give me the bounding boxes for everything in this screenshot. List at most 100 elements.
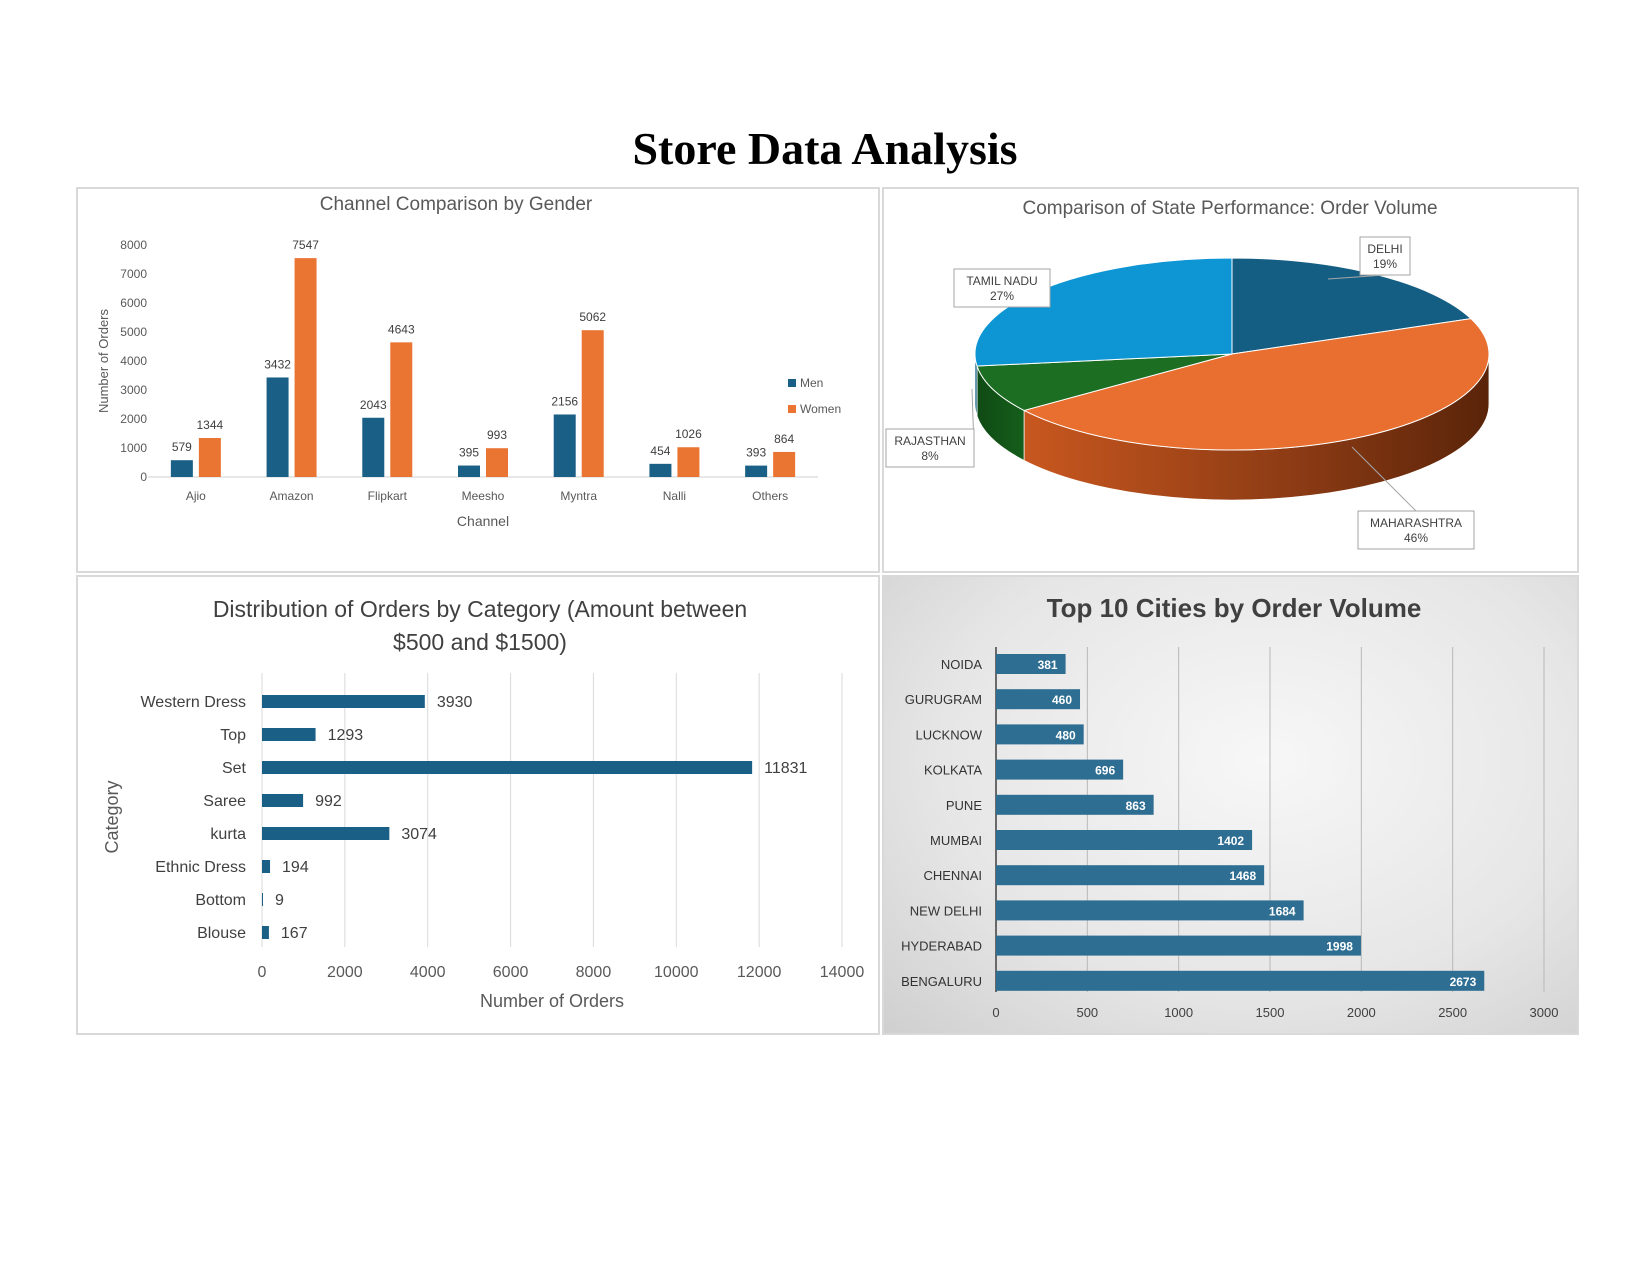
x-tick-label: 0 [258,964,267,981]
x-tick-label: 6000 [493,964,529,981]
y-tick-label: 6000 [120,296,147,310]
data-label: 194 [282,859,309,876]
data-label: 4643 [388,322,415,336]
x-tick-label: Myntra [560,489,597,503]
y-tick-label: 3000 [120,383,147,397]
y-tick-label: NOIDA [941,657,983,672]
y-tick-label: 1000 [120,441,147,455]
cities-bar-chart: Top 10 Cities by Order Volume 0 500 1000 150… [901,593,1559,1020]
data-label: 5062 [579,310,606,324]
chart-title: Top 10 Cities by Order Volume [1047,593,1422,623]
city-bar [996,654,1066,674]
category-bar [262,794,304,807]
city-bar [996,830,1253,850]
slice-label: MAHARASHTRA [1370,516,1462,530]
y-tick-label: Western Dress [140,694,246,711]
x-tick-label: 2000 [327,964,363,981]
data-label: 993 [487,428,507,442]
category-bar-chart-panel: Distribution of Orders by Category (Amou… [76,575,880,1035]
y-tick-label: HYDERABAD [901,939,982,954]
city-bar [996,935,1361,956]
x-tick-label: 3000 [1530,1005,1559,1020]
data-label: 1026 [675,427,702,441]
y-tick-label: NEW DELHI [910,903,982,918]
slice-label: TAMIL NADU [966,274,1037,288]
y-tick-label: GURUGRAM [905,692,982,707]
chart-title-line: $500 and $1500) [393,629,567,655]
city-bar [996,794,1154,815]
data-label: 454 [650,444,670,458]
category-bar-chart: Distribution of Orders by Category (Amou… [102,596,864,1011]
chart-title: Comparison of State Performance: Order V… [1022,198,1437,219]
x-tick-label: Flipkart [368,489,408,503]
bar-women [390,342,413,477]
bar-men [170,460,193,477]
city-bar [996,970,1485,991]
x-tick-label: Ajio [186,489,206,503]
x-tick-label: 1500 [1256,1005,1285,1020]
channel-gender-chart-panel: Channel Comparison by Gender 0 1000 2000 300… [76,187,880,573]
city-bar [996,724,1084,745]
legend-swatch [788,379,796,387]
x-axis-label: Number of Orders [480,991,624,1011]
x-tick-label: 4000 [410,964,446,981]
x-tick-label: 10000 [654,964,699,981]
x-tick-label: 500 [1076,1005,1098,1020]
bar-men [745,465,768,477]
legend-swatch [788,405,796,413]
data-label: 992 [315,793,342,810]
chart-title-line: Distribution of Orders by Category (Amou… [213,596,747,622]
category-bar [262,827,390,840]
legend-entry: Men [800,376,823,390]
page-title: Store Data Analysis [632,123,1018,174]
slice-percent: 19% [1373,257,1397,271]
x-tick-label: Nalli [663,489,686,503]
callout-box [885,428,975,468]
data-label: 2043 [360,398,387,412]
x-tick-label: 2000 [1347,1005,1376,1020]
x-tick-label: 8000 [576,964,612,981]
data-label: 696 [1095,764,1115,778]
x-tick-label: Others [752,489,788,503]
x-tick-label: 1000 [1164,1005,1193,1020]
category-bar [262,695,425,708]
y-axis-label: Category [102,780,122,853]
bar-women [486,448,508,477]
bar-women [198,438,221,477]
data-label: 1344 [197,418,224,432]
data-label: 2156 [551,394,578,408]
y-tick-label: 2000 [120,412,147,426]
bar-men [649,463,672,477]
slice-percent: 46% [1404,531,1428,545]
category-bar [262,860,271,873]
bar-men [362,417,385,477]
data-label: 3930 [437,694,473,711]
y-tick-label: Top [220,727,246,744]
x-tick-label: 12000 [737,964,782,981]
y-tick-label: 4000 [120,354,147,368]
callout-leader [1327,274,1386,280]
data-label: 393 [746,446,766,460]
data-label: 1468 [1229,869,1256,883]
data-label: 1998 [1326,940,1353,954]
city-bar [996,900,1304,921]
callout-box [1357,510,1475,550]
x-tick-label: Meesho [462,489,505,503]
bar-women [773,451,796,477]
y-tick-label: PUNE [946,798,982,813]
state-pie-chart-panel: Comparison of State Performance: Order V… [882,187,1579,573]
bar-women [294,258,317,477]
cities-bar-chart-panel: Top 10 Cities by Order Volume 0 500 1000 150… [882,575,1579,1035]
data-label: 579 [172,440,192,454]
city-bar [996,865,1265,886]
y-tick-label: Saree [203,793,246,810]
data-label: 863 [1126,799,1146,813]
bar-men [266,377,289,477]
slice-label: DELHI [1367,242,1402,256]
y-tick-label: 0 [140,470,147,484]
pie-slice-rajasthan [976,353,1233,411]
y-tick-label: Set [222,760,247,777]
y-tick-label: Ethnic Dress [155,859,246,876]
data-label: 7547 [292,238,319,252]
y-tick-label: KOLKATA [924,763,982,778]
